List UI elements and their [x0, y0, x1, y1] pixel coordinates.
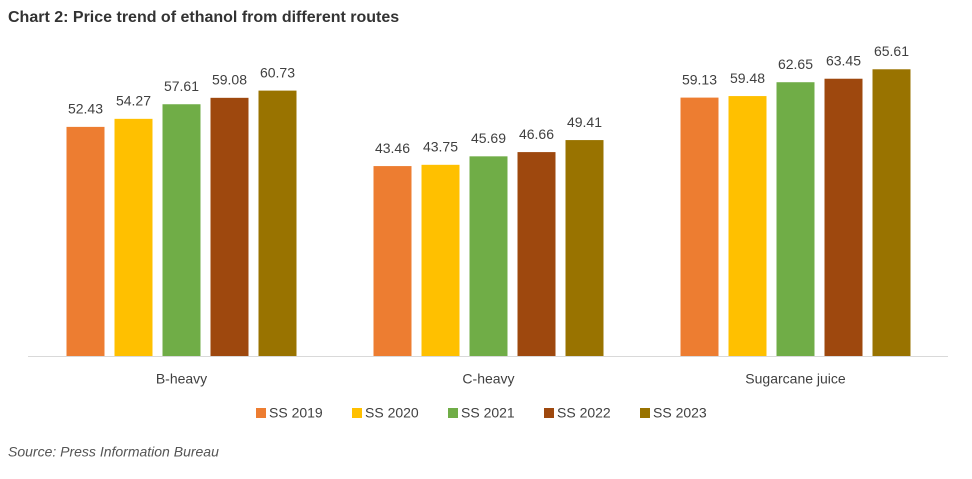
bar — [872, 69, 911, 356]
value-label: 65.61 — [874, 43, 909, 59]
bar — [114, 118, 153, 356]
legend-label: SS 2019 — [269, 405, 323, 421]
value-label: 45.69 — [471, 130, 506, 146]
bar — [680, 97, 719, 356]
legend-label: SS 2020 — [365, 405, 419, 421]
value-label: 46.66 — [519, 126, 554, 142]
bar — [66, 126, 105, 357]
legend-swatch — [448, 408, 458, 418]
bar — [776, 82, 815, 357]
x-tick-label: C-heavy — [462, 371, 514, 387]
bar — [728, 96, 767, 357]
bar — [210, 97, 249, 356]
x-tick-label: Sugarcane juice — [745, 371, 846, 387]
bar — [565, 140, 604, 356]
legend-swatch — [544, 408, 554, 418]
value-label: 52.43 — [68, 101, 103, 117]
bar — [421, 164, 460, 356]
value-label: 49.41 — [567, 114, 602, 130]
value-label: 59.13 — [682, 71, 717, 87]
legend-swatch — [640, 408, 650, 418]
legend-label: SS 2022 — [557, 405, 611, 421]
value-label: 59.48 — [730, 70, 765, 86]
value-label: 43.46 — [375, 140, 410, 156]
value-label: 43.75 — [423, 139, 458, 155]
value-label: 59.08 — [212, 72, 247, 88]
source: Source: Press Information Bureau — [8, 444, 219, 460]
value-label: 60.73 — [260, 64, 295, 80]
legend-label: SS 2021 — [461, 405, 515, 421]
legend-swatch — [352, 408, 362, 418]
bar — [373, 166, 412, 356]
bar — [824, 78, 863, 356]
value-label: 63.45 — [826, 52, 861, 68]
bar — [162, 104, 201, 357]
value-label: 57.61 — [164, 78, 199, 94]
value-label: 62.65 — [778, 56, 813, 72]
chart-title: Chart 2: Price trend of ethanol from dif… — [8, 9, 399, 26]
bar — [517, 152, 556, 356]
bar — [469, 156, 508, 356]
bar — [258, 90, 297, 357]
x-tick-label: B-heavy — [156, 371, 207, 387]
legend-label: SS 2023 — [653, 405, 707, 421]
value-label: 54.27 — [116, 93, 151, 109]
legend-swatch — [256, 408, 266, 418]
